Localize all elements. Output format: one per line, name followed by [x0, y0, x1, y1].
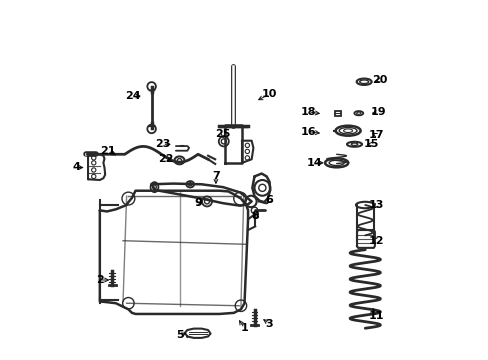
- Text: 14: 14: [305, 158, 321, 168]
- Text: 19: 19: [370, 107, 386, 117]
- Text: 17: 17: [368, 130, 384, 140]
- Text: 24: 24: [125, 91, 141, 101]
- Text: 12: 12: [368, 236, 384, 246]
- Text: 10: 10: [261, 89, 277, 99]
- Text: 13: 13: [368, 200, 384, 210]
- Text: 25: 25: [215, 129, 230, 139]
- Text: 16: 16: [301, 127, 316, 137]
- Text: 11: 11: [368, 311, 384, 321]
- Text: 8: 8: [251, 211, 259, 221]
- Text: 3: 3: [265, 319, 273, 329]
- Text: 9: 9: [194, 198, 202, 208]
- Text: 6: 6: [265, 195, 273, 204]
- Text: 4: 4: [73, 162, 81, 172]
- Text: 23: 23: [154, 139, 170, 149]
- Text: 18: 18: [301, 107, 316, 117]
- Text: 2: 2: [96, 275, 103, 285]
- Text: 20: 20: [372, 75, 387, 85]
- Text: 21: 21: [100, 146, 116, 156]
- Text: 1: 1: [240, 323, 248, 333]
- Text: 5: 5: [176, 330, 183, 341]
- Text: 22: 22: [158, 154, 173, 163]
- Text: 15: 15: [363, 139, 378, 149]
- Text: 7: 7: [212, 171, 219, 181]
